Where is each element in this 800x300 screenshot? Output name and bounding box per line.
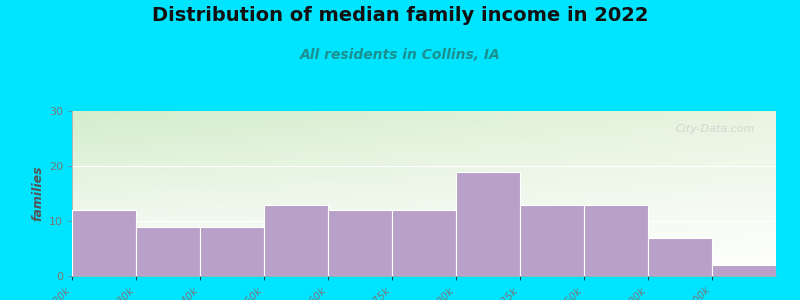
Y-axis label: families: families: [32, 166, 45, 221]
Bar: [328, 210, 392, 276]
Bar: [584, 205, 648, 276]
Bar: [520, 205, 584, 276]
Bar: [72, 210, 136, 276]
Bar: [264, 205, 328, 276]
Bar: [136, 226, 200, 276]
Bar: [200, 226, 264, 276]
Bar: [392, 210, 456, 276]
Text: All residents in Collins, IA: All residents in Collins, IA: [300, 48, 500, 62]
Bar: [456, 172, 520, 276]
Bar: [712, 265, 776, 276]
Text: Distribution of median family income in 2022: Distribution of median family income in …: [152, 6, 648, 25]
Text: City-Data.com: City-Data.com: [675, 124, 755, 134]
Bar: [648, 238, 712, 276]
